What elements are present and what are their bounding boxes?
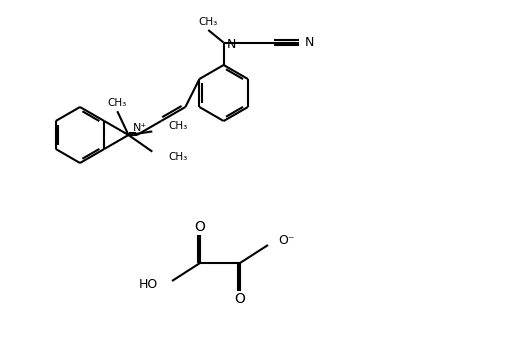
Text: O: O	[195, 220, 205, 234]
Text: N⁺: N⁺	[133, 123, 147, 133]
Text: O: O	[235, 292, 245, 306]
Text: CH₃: CH₃	[168, 152, 187, 162]
Text: HO: HO	[139, 279, 158, 291]
Text: CH₃: CH₃	[199, 17, 218, 27]
Text: N: N	[227, 38, 236, 51]
Text: CH₃: CH₃	[168, 121, 187, 132]
Text: CH₃: CH₃	[108, 98, 127, 108]
Text: O⁻: O⁻	[278, 235, 295, 247]
Text: N: N	[305, 36, 314, 49]
